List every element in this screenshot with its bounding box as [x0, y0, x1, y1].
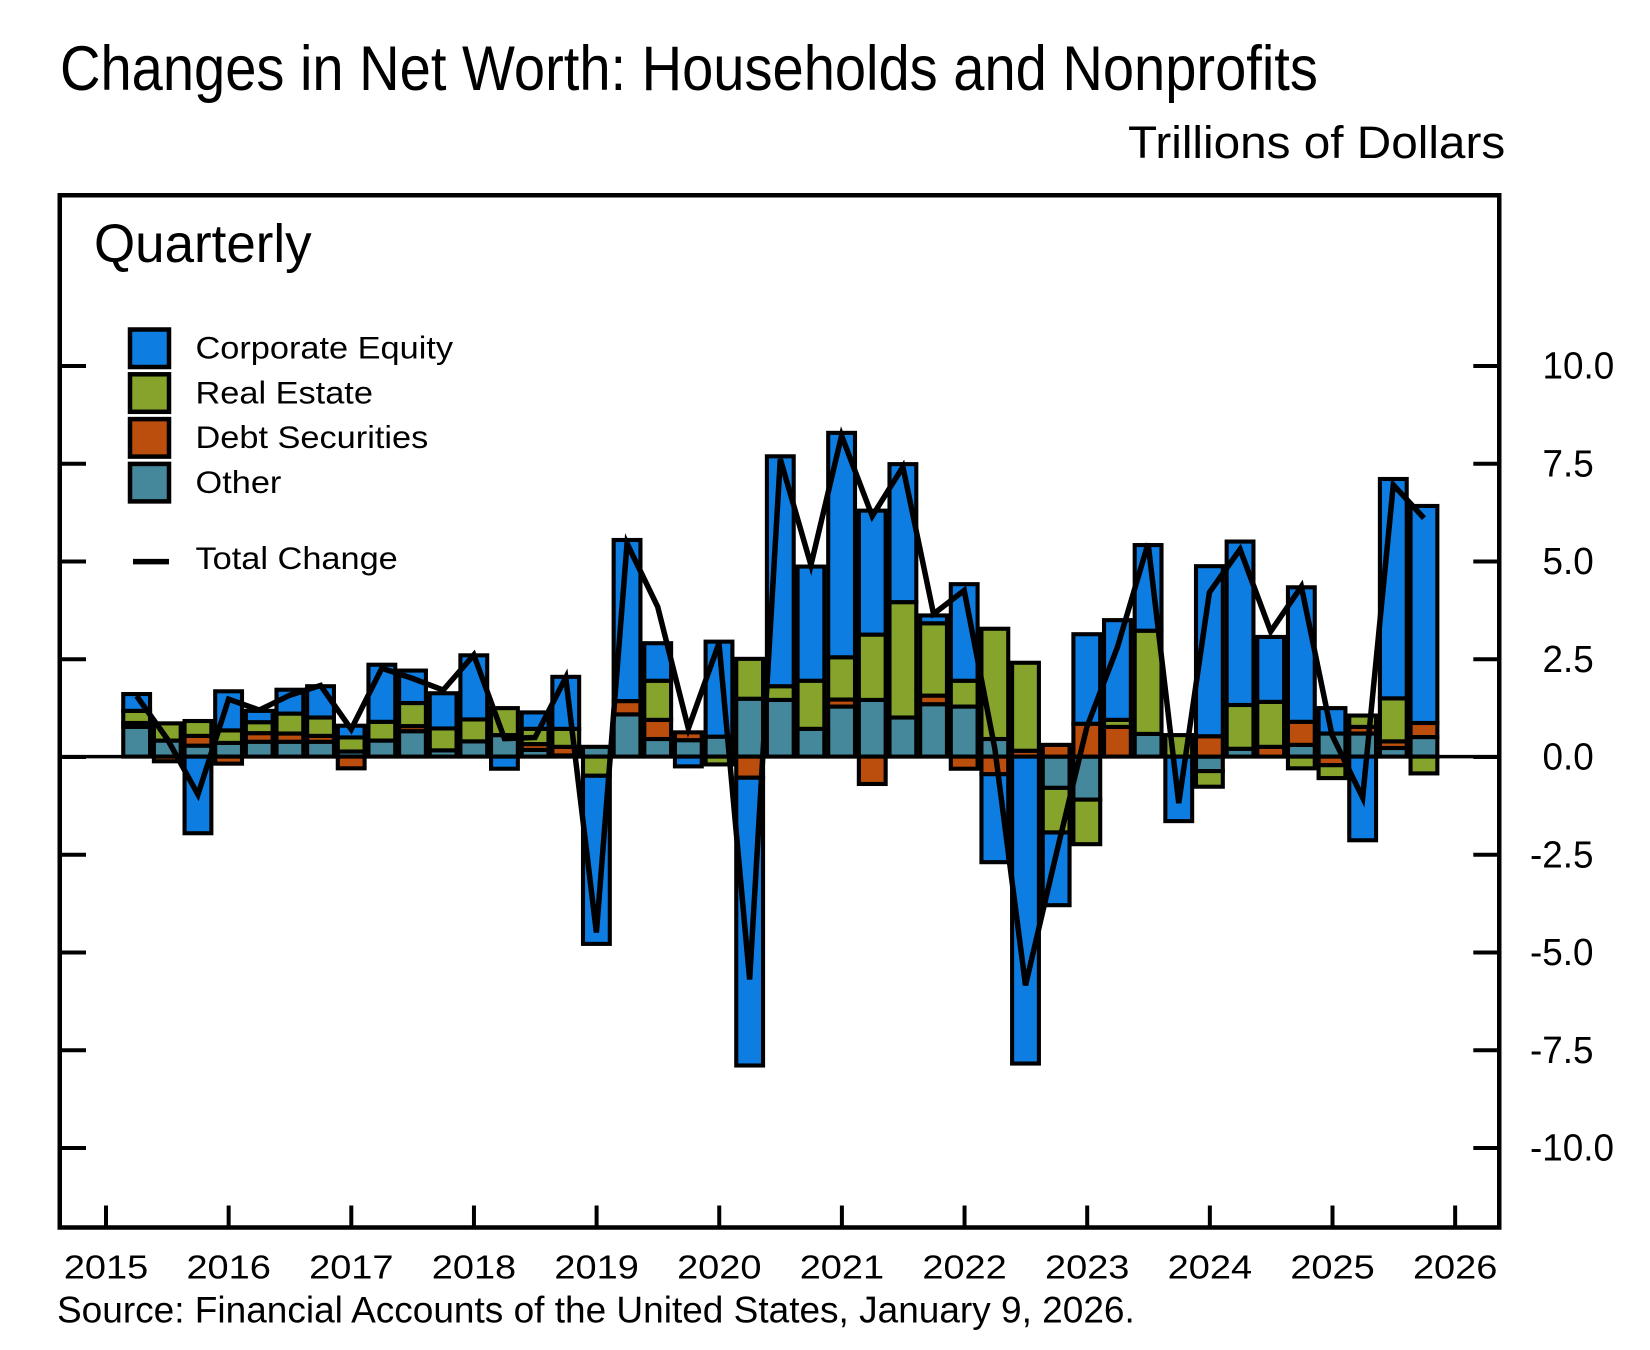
svg-text:Source: Financial Accounts of: Source: Financial Accounts of the United… — [57, 1290, 1135, 1331]
svg-text:7.5: 7.5 — [1543, 442, 1594, 485]
svg-text:Trillions of Dollars: Trillions of Dollars — [1128, 117, 1505, 167]
svg-text:Other: Other — [196, 464, 282, 499]
svg-text:Changes in Net Worth: Househol: Changes in Net Worth: Households and Non… — [60, 33, 1318, 104]
svg-text:2021: 2021 — [800, 1249, 884, 1286]
svg-text:Total Change: Total Change — [196, 540, 398, 575]
svg-text:2025: 2025 — [1290, 1249, 1374, 1286]
svg-text:2024: 2024 — [1168, 1249, 1252, 1286]
svg-text:2023: 2023 — [1045, 1249, 1129, 1286]
svg-text:2017: 2017 — [309, 1249, 393, 1286]
svg-text:2.5: 2.5 — [1543, 637, 1594, 680]
svg-text:Debt Securities: Debt Securities — [196, 419, 429, 454]
svg-text:0.0: 0.0 — [1543, 735, 1594, 778]
svg-text:Quarterly: Quarterly — [94, 215, 312, 275]
svg-text:-7.5: -7.5 — [1530, 1028, 1593, 1071]
svg-text:2026: 2026 — [1413, 1249, 1497, 1286]
svg-text:-2.5: -2.5 — [1530, 833, 1593, 876]
svg-text:2018: 2018 — [432, 1249, 516, 1286]
svg-text:2019: 2019 — [554, 1249, 638, 1286]
svg-text:-10.0: -10.0 — [1530, 1126, 1614, 1169]
svg-text:5.0: 5.0 — [1543, 539, 1594, 582]
svg-text:2020: 2020 — [677, 1249, 761, 1286]
svg-text:2015: 2015 — [64, 1249, 148, 1286]
svg-text:2022: 2022 — [922, 1249, 1006, 1286]
svg-text:Corporate Equity: Corporate Equity — [196, 330, 454, 365]
svg-text:Real Estate: Real Estate — [196, 375, 373, 410]
svg-text:-5.0: -5.0 — [1530, 930, 1593, 973]
svg-text:10.0: 10.0 — [1543, 344, 1615, 387]
svg-text:2016: 2016 — [186, 1249, 270, 1286]
